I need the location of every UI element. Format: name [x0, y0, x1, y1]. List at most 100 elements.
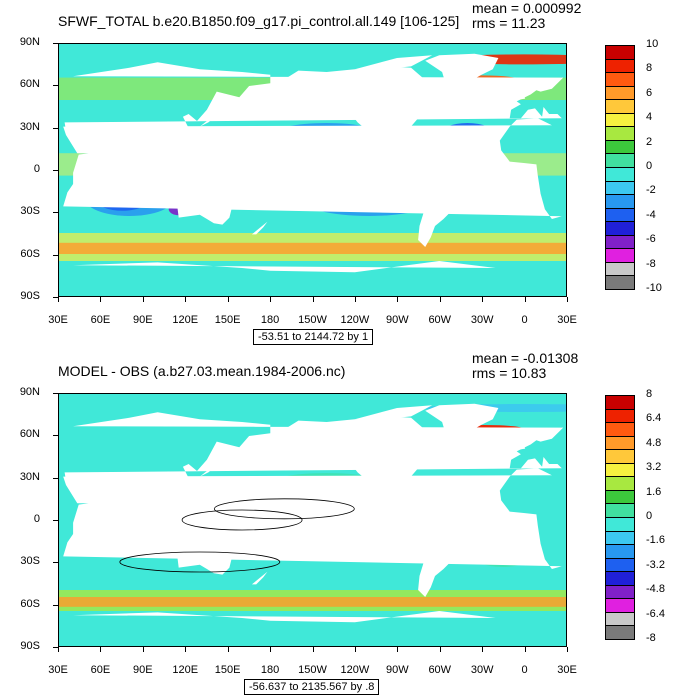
longitude-tick: [185, 647, 187, 652]
latitude-tick: [53, 212, 58, 214]
longitude-tick: [58, 647, 59, 652]
rms-value: rms = 11.23: [472, 15, 546, 31]
southern-ocean-core: [59, 597, 566, 607]
longitude-tick: [270, 647, 272, 652]
australia-landmass: [177, 185, 233, 225]
latitude-tick-label: 60S: [20, 597, 40, 610]
colorbar-label: 3.2: [646, 461, 662, 474]
colorbar-swatch: [605, 194, 635, 209]
longitude-tick-label: 30E: [48, 314, 68, 326]
latitude-tick: [53, 393, 58, 394]
canadian-arctic-landmass: [354, 405, 433, 420]
colorbar-swatch: [605, 153, 635, 168]
latitude-tick-label: 30N: [19, 470, 40, 483]
madagascar-landmass: [77, 538, 88, 555]
latitude-tick-label: 30S: [20, 205, 40, 218]
eurasia-landmass: [64, 62, 564, 169]
colorbar-label: 2: [646, 135, 653, 148]
colorbar-label: -3.2: [646, 558, 665, 571]
longitude-tick: [142, 297, 144, 302]
colorbar-swatch: [605, 611, 635, 627]
longitude-tick-label: 90E: [133, 664, 153, 676]
colorbar-label: 0: [646, 510, 653, 522]
colorbar-label: 8: [646, 388, 653, 400]
longitude-tick-label: 90E: [133, 314, 153, 326]
latitude-tick: [53, 604, 58, 606]
latitude-tick-label: 90S: [20, 640, 40, 652]
colorbar-swatch: [605, 112, 635, 128]
latitude-tick-label: 90S: [20, 290, 40, 302]
longitude-tick-label: 150E: [214, 314, 241, 326]
latitude-tick: [53, 254, 58, 256]
latitude-tick: [53, 435, 58, 437]
australia-landmass: [177, 535, 233, 575]
colorbar-swatch: [605, 180, 635, 196]
longitude-tick-label: 60W: [428, 664, 452, 676]
latitude-tick-label: 0: [33, 513, 40, 525]
colorbar-swatch: [605, 167, 635, 182]
mean-value: mean = -0.01308: [472, 350, 579, 366]
longitude-tick: [567, 647, 568, 652]
colorbar-swatch: [605, 557, 635, 573]
map-title: MODEL - OBS (a.b27.03.mean.1984-2006.nc): [58, 363, 346, 379]
colorbar-swatch: [605, 139, 635, 155]
field-map: [59, 44, 566, 296]
colorbar-swatch: [605, 489, 635, 505]
longitude-tick-label: 0: [521, 664, 528, 676]
longitude-tick-label: 120E: [172, 664, 199, 676]
longitude-tick: [524, 297, 526, 302]
japan-landmass: [199, 108, 217, 127]
latitude-tick: [53, 170, 58, 171]
longitude-tick-label: 60W: [428, 314, 452, 326]
colorbar-swatch: [605, 261, 635, 277]
longitude-tick: [567, 297, 568, 302]
colorbar-label: 4.8: [646, 436, 662, 449]
antarctica-edge-landmass: [73, 611, 496, 646]
longitude-tick-label: 120E: [172, 314, 199, 326]
new-zealand-landmass: [251, 571, 268, 585]
colorbar-swatch: [605, 476, 635, 491]
longitude-tick: [142, 647, 144, 652]
colorbar-label: 10: [646, 38, 659, 50]
contour-line: [213, 498, 355, 520]
colorbar-swatch: [605, 584, 635, 600]
colorbar-swatch: [605, 72, 635, 87]
colorbar-swatch: [605, 45, 635, 60]
uk-landmass: [515, 88, 526, 100]
longitude-tick-label: 60E: [90, 314, 111, 326]
longitude-tick: [439, 647, 441, 652]
contour-range: -56.637 to 2135.567 by .8: [244, 679, 380, 695]
greenland-landmass: [425, 403, 499, 436]
colorbar-label: 8: [646, 62, 653, 75]
longitude-tick-label: 150W: [298, 314, 327, 326]
longitude-tick: [439, 297, 441, 302]
longitude-tick: [482, 647, 484, 652]
latitude-tick: [53, 43, 58, 44]
longitude-tick: [397, 647, 399, 652]
longitude-tick: [58, 297, 59, 302]
colorbar-swatch: [605, 598, 635, 613]
colorbar-swatch: [605, 449, 635, 464]
colorbar-label: -8: [646, 257, 656, 270]
colorbar-label: -6.4: [646, 607, 665, 620]
colorbar-swatch: [605, 395, 635, 410]
colorbar-swatch: [605, 571, 635, 586]
colorbar-swatch: [605, 234, 635, 250]
latitude-tick-label: 60N: [19, 78, 40, 91]
longitude-tick: [100, 297, 102, 302]
colorbar-swatch: [605, 435, 635, 451]
colorbar-swatch: [605, 207, 635, 223]
colorbar-label: 4: [646, 111, 653, 124]
longitude-tick: [270, 297, 272, 302]
longitude-tick-label: 180: [260, 314, 280, 326]
colorbar-label: -2: [646, 184, 656, 197]
colorbar-swatch: [605, 462, 635, 478]
colorbar-label: -6: [646, 233, 656, 246]
latitude-tick-label: 90N: [19, 36, 40, 48]
contour-range: -53.51 to 2144.72 by 1: [253, 329, 374, 345]
latitude-tick: [53, 647, 58, 648]
colorbar-label: 1.6: [646, 485, 662, 498]
longitude-tick-label: 30E: [48, 664, 68, 676]
latitude-tick-label: 60S: [20, 247, 40, 260]
longitude-tick-label: 30W: [470, 314, 494, 326]
